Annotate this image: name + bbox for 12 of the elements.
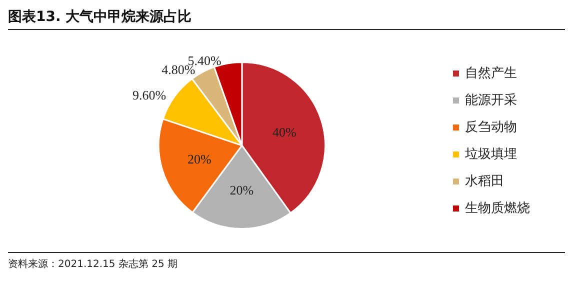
chart-title: 图表13. 大气中甲烷来源占比 — [8, 8, 565, 30]
data-label: 40% — [272, 124, 296, 140]
legend-label: 水稻田 — [465, 174, 504, 189]
legend-label: 垃圾填埋 — [464, 147, 517, 162]
data-label: 20% — [230, 182, 254, 198]
legend-label: 能源开采 — [465, 93, 517, 108]
legend-label: 生物质燃烧 — [465, 201, 530, 216]
data-label: 20% — [187, 151, 212, 166]
data-label: 9.60% — [132, 87, 166, 102]
text: 资料来源：2021.12.15 杂志第 25 期 — [8, 258, 179, 271]
legend-label: 反刍动物 — [465, 120, 517, 135]
legend-label: 自然产生 — [465, 66, 517, 81]
